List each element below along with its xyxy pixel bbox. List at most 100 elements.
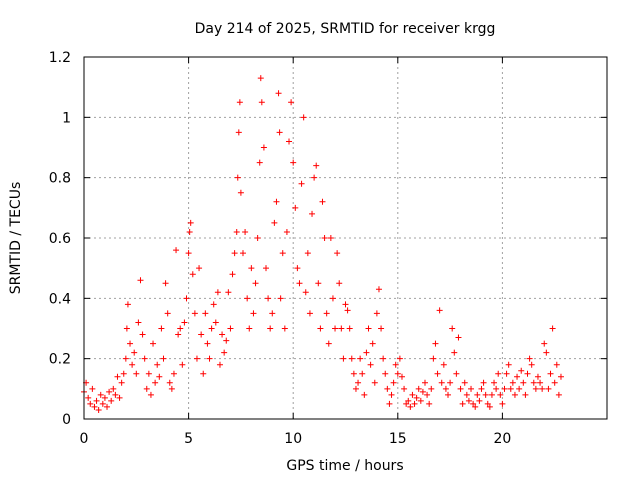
data-point	[254, 235, 261, 241]
data-point	[114, 373, 121, 380]
data-point	[269, 310, 276, 317]
data-point	[415, 385, 422, 392]
data-point	[440, 361, 447, 368]
data-point	[317, 325, 324, 332]
data-point	[166, 379, 173, 386]
data-point	[236, 99, 243, 106]
data-point	[329, 295, 336, 302]
data-point	[123, 325, 130, 332]
data-point	[229, 271, 236, 278]
chart-title: Day 214 of 2025, SRMTID for receiver krg…	[195, 21, 496, 37]
data-point	[129, 361, 136, 368]
data-point	[292, 204, 299, 211]
data-point	[384, 385, 391, 392]
data-point	[459, 400, 466, 407]
data-point	[208, 325, 215, 332]
data-point	[296, 280, 303, 287]
data-point	[340, 355, 347, 362]
data-point	[430, 355, 437, 362]
data-point	[154, 361, 161, 368]
data-point	[346, 325, 353, 332]
data-point	[537, 379, 544, 386]
data-point	[193, 355, 200, 362]
x-tick-label: 0	[80, 431, 89, 447]
data-point	[522, 391, 529, 398]
y-tick-label: 0	[62, 412, 71, 428]
data-point	[267, 325, 274, 332]
data-point	[344, 307, 351, 314]
data-point	[478, 385, 485, 392]
data-point	[300, 114, 307, 121]
data-point	[432, 340, 439, 347]
data-point	[401, 385, 408, 392]
data-point	[210, 301, 217, 308]
data-point	[275, 90, 282, 97]
data-point	[520, 379, 527, 386]
data-point	[499, 400, 506, 407]
data-point	[541, 340, 548, 347]
data-point	[453, 370, 460, 377]
data-point	[227, 325, 234, 332]
data-point	[108, 397, 115, 404]
data-point	[491, 379, 498, 386]
data-point	[185, 250, 192, 257]
data-point	[501, 385, 508, 392]
data-point	[135, 319, 142, 326]
data-point	[426, 400, 433, 407]
data-point	[526, 355, 533, 362]
data-point	[365, 325, 372, 332]
data-point	[455, 334, 462, 341]
data-point	[212, 319, 219, 326]
data-point	[445, 391, 452, 398]
data-point	[363, 349, 370, 356]
data-point	[204, 340, 211, 347]
data-point	[183, 295, 190, 302]
data-point	[221, 349, 228, 356]
data-point	[380, 355, 387, 362]
data-point	[405, 397, 412, 404]
data-point	[532, 385, 539, 392]
x-tick-label: 20	[493, 431, 511, 447]
data-point	[518, 367, 525, 374]
data-point	[334, 250, 341, 257]
data-point	[85, 394, 92, 401]
data-point	[273, 198, 280, 205]
data-point	[234, 174, 241, 181]
data-point	[216, 361, 223, 368]
data-point	[257, 75, 264, 82]
data-point	[352, 385, 359, 392]
y-tick-label: 1	[62, 110, 71, 126]
data-point	[89, 385, 96, 392]
data-point	[375, 286, 382, 293]
data-point	[99, 400, 106, 407]
data-point	[447, 379, 454, 386]
data-point	[539, 385, 546, 392]
data-point	[436, 307, 443, 314]
data-point	[231, 250, 238, 257]
data-point	[223, 337, 230, 344]
data-point	[488, 391, 495, 398]
data-point	[507, 385, 514, 392]
data-point	[164, 310, 171, 317]
data-point	[457, 385, 464, 392]
data-point	[463, 391, 470, 398]
data-point	[474, 391, 481, 398]
data-point	[219, 331, 226, 338]
data-point	[137, 277, 144, 284]
data-point	[411, 400, 418, 407]
data-point	[281, 325, 288, 332]
data-point	[145, 370, 152, 377]
data-point	[147, 391, 154, 398]
data-point	[378, 325, 385, 332]
data-point	[323, 310, 330, 317]
data-point	[388, 391, 395, 398]
data-point	[350, 370, 357, 377]
data-point	[279, 250, 286, 257]
data-point	[263, 265, 270, 272]
data-point	[225, 289, 232, 296]
data-point	[461, 379, 468, 386]
data-point	[495, 370, 502, 377]
data-point	[543, 349, 550, 356]
data-point	[373, 310, 380, 317]
